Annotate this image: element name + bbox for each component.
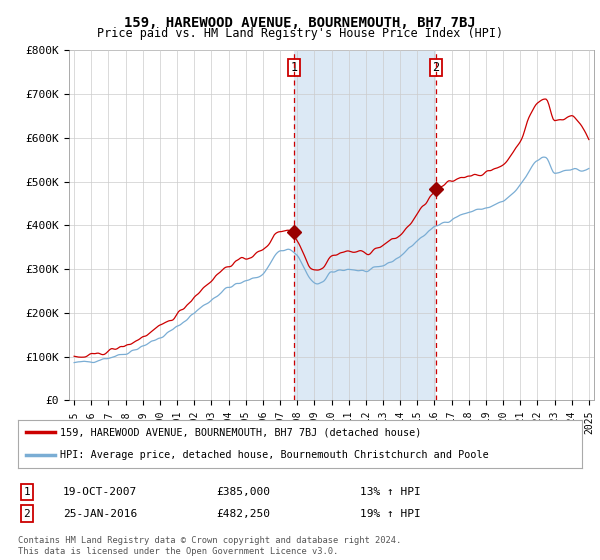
Text: HPI: Average price, detached house, Bournemouth Christchurch and Poole: HPI: Average price, detached house, Bour…: [60, 450, 489, 460]
Text: Contains HM Land Registry data © Crown copyright and database right 2024.
This d: Contains HM Land Registry data © Crown c…: [18, 536, 401, 556]
Text: £482,250: £482,250: [216, 508, 270, 519]
Text: 1: 1: [23, 487, 31, 497]
Text: 1: 1: [290, 61, 298, 74]
Text: £385,000: £385,000: [216, 487, 270, 497]
Text: 19-OCT-2007: 19-OCT-2007: [63, 487, 137, 497]
Text: 2: 2: [23, 508, 31, 519]
Text: 13% ↑ HPI: 13% ↑ HPI: [360, 487, 421, 497]
Text: Price paid vs. HM Land Registry's House Price Index (HPI): Price paid vs. HM Land Registry's House …: [97, 27, 503, 40]
Text: 2: 2: [432, 61, 439, 74]
Text: 159, HAREWOOD AVENUE, BOURNEMOUTH, BH7 7BJ (detached house): 159, HAREWOOD AVENUE, BOURNEMOUTH, BH7 7…: [60, 427, 422, 437]
Bar: [294, 50, 436, 400]
Text: 19% ↑ HPI: 19% ↑ HPI: [360, 508, 421, 519]
Text: 25-JAN-2016: 25-JAN-2016: [63, 508, 137, 519]
Text: 159, HAREWOOD AVENUE, BOURNEMOUTH, BH7 7BJ: 159, HAREWOOD AVENUE, BOURNEMOUTH, BH7 7…: [124, 16, 476, 30]
